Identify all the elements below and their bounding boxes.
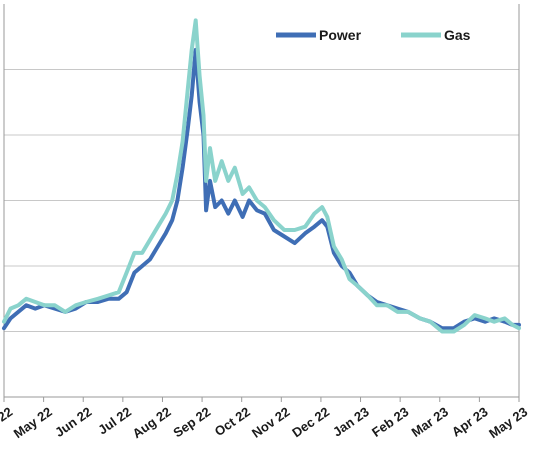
x-tick-label: May 22 bbox=[11, 404, 55, 441]
x-tick-label: Apr 22 bbox=[0, 404, 15, 439]
x-tick-label: Sep 22 bbox=[170, 404, 213, 440]
x-tick-label: Dec 22 bbox=[289, 404, 332, 440]
legend-label-gas: Gas bbox=[444, 27, 471, 43]
x-tick-label: Aug 22 bbox=[130, 404, 174, 441]
x-tick-label: Feb 23 bbox=[369, 404, 411, 440]
x-tick-label: Nov 22 bbox=[249, 404, 293, 441]
x-tick-label: Oct 22 bbox=[212, 404, 253, 439]
x-tick-label: Jun 22 bbox=[52, 404, 94, 440]
series-line-power bbox=[2, 47, 521, 331]
series-lines bbox=[2, 18, 521, 334]
x-tick-label: Jul 22 bbox=[95, 404, 134, 437]
series-line-gas bbox=[2, 18, 521, 334]
axes bbox=[3, 4, 520, 398]
gridlines bbox=[4, 69, 519, 332]
legend-label-power: Power bbox=[319, 27, 362, 43]
x-tick-label: Apr 23 bbox=[449, 404, 491, 439]
x-tick-label: Mar 23 bbox=[409, 404, 451, 440]
legend: Power Gas bbox=[276, 27, 471, 43]
x-tick-label: May 23 bbox=[486, 404, 530, 441]
x-tick-label: Jan 23 bbox=[330, 404, 372, 440]
